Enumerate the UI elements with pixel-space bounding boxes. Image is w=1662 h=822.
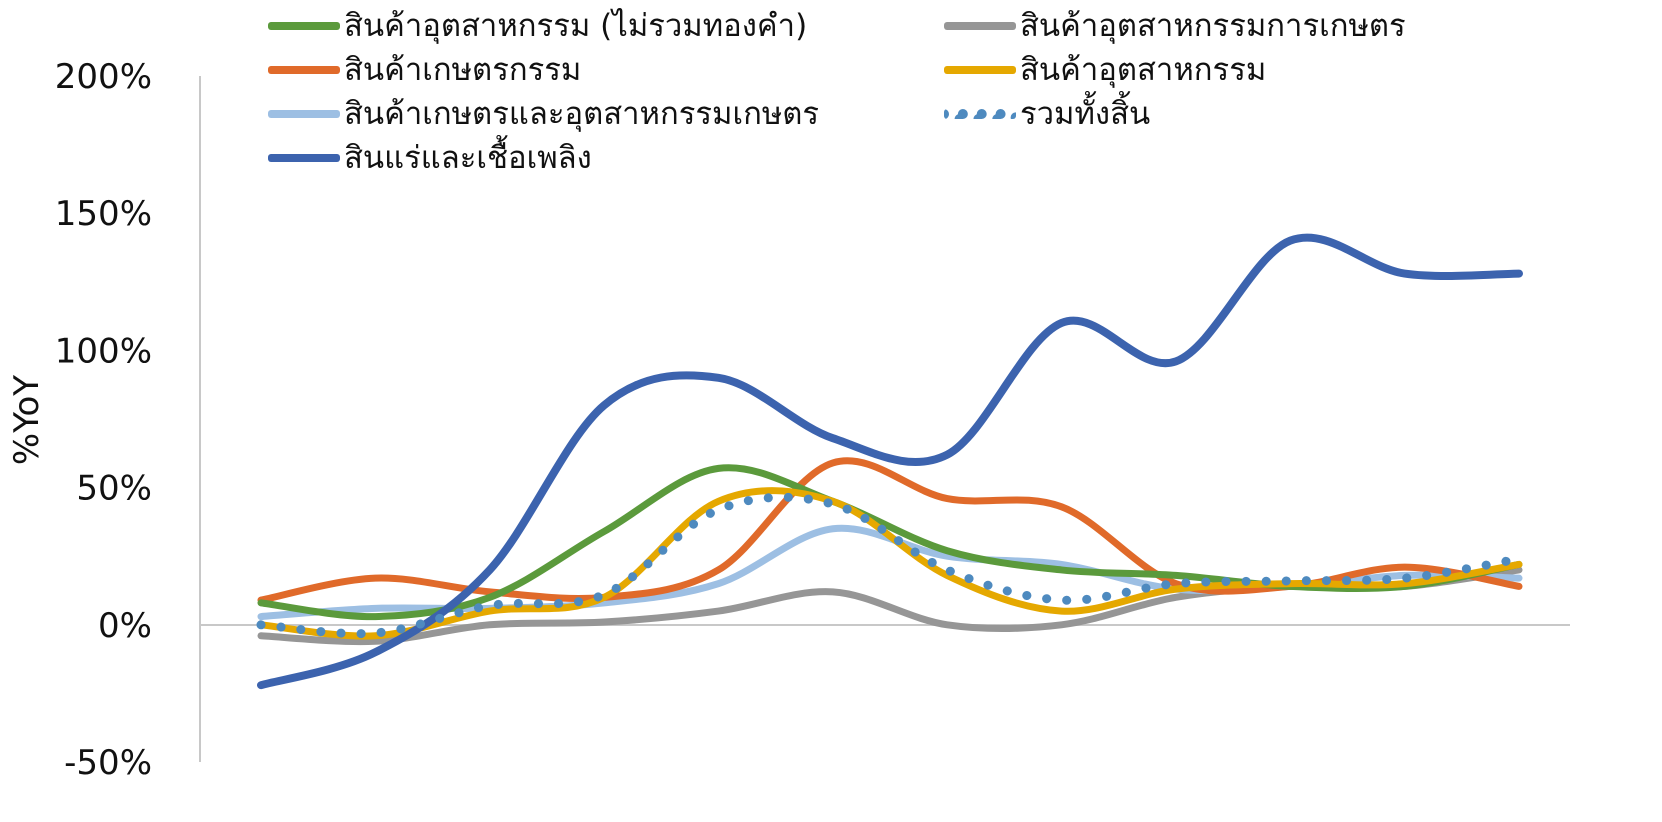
y-tick-label: 150%	[55, 194, 152, 234]
y-tick-label: 100%	[55, 331, 152, 371]
series-line-6	[256, 492, 1524, 639]
legend-label: สินค้าอุตสาหกรรมการเกษตร	[1020, 8, 1406, 44]
series-line-7	[257, 233, 1523, 690]
legend-item: สินค้าอุตสาหกรรม	[944, 50, 1266, 90]
legend-swatch	[944, 66, 1016, 74]
legend-swatch	[268, 22, 340, 30]
y-tick-label: 50%	[76, 469, 152, 509]
legend-swatch	[268, 66, 340, 74]
legend-label: สินแร่และเชื้อเพลิง	[344, 140, 592, 176]
series-lines	[256, 233, 1524, 690]
y-tick-label: -50%	[64, 743, 152, 783]
y-tick-label: 200%	[55, 57, 152, 97]
legend-item: สินแร่และเชื้อเพลิง	[268, 138, 592, 178]
legend-swatch	[268, 154, 340, 162]
y-axis-label: %YoY	[7, 375, 47, 465]
legend-item: สินค้าอุตสาหกรรมการเกษตร	[944, 6, 1406, 46]
legend-label: สินค้าอุตสาหกรรม (ไม่รวมทองคำ)	[344, 8, 808, 44]
legend-swatch	[944, 22, 1016, 30]
legend-label: สินค้าเกษตรกรรม	[344, 52, 582, 88]
y-tick-label: 0%	[98, 606, 152, 646]
legend-item: รวมทั้งสิ้น	[944, 94, 1150, 134]
legend-swatch	[268, 110, 340, 118]
legend-item: สินค้าเกษตรกรรม	[268, 50, 581, 90]
y-axis-ticks: 200% 150% 100% 50% 0% -50%	[55, 57, 152, 783]
legend-item: สินค้าอุตสาหกรรม (ไม่รวมทองคำ)	[268, 6, 807, 46]
legend-label: สินค้าอุตสาหกรรม	[1020, 52, 1267, 88]
legend-label: รวมทั้งสิ้น	[1020, 96, 1151, 132]
series-line-4	[257, 487, 1523, 640]
legend-swatch	[944, 109, 1016, 119]
legend-label: สินค้าเกษตรและอุตสาหกรรมเกษตร	[344, 96, 820, 132]
legend-item: สินค้าเกษตรและอุตสาหกรรมเกษตร	[268, 94, 819, 134]
